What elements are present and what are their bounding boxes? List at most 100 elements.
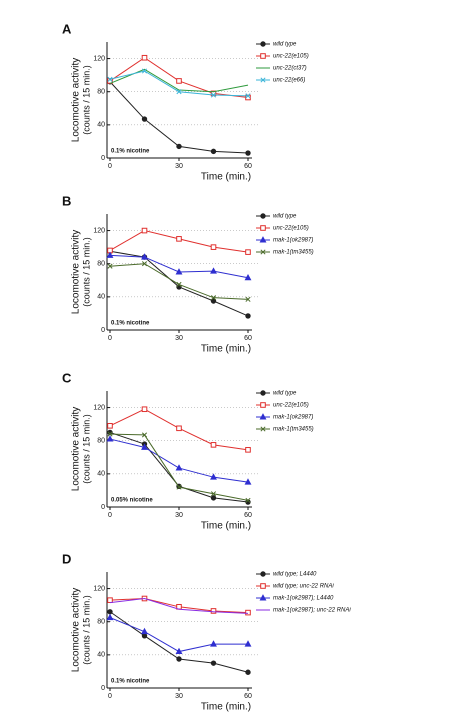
marker [210, 298, 217, 304]
marker [107, 609, 113, 615]
legend-marker [260, 225, 266, 231]
y-tick-label: 40 [97, 294, 105, 301]
x-tick-label: 30 [175, 163, 183, 170]
legend-marker [260, 402, 266, 408]
x-axis-label: Time (min.) [201, 172, 251, 183]
marker [141, 633, 148, 639]
legend-marker [259, 594, 267, 601]
marker [107, 76, 113, 82]
series-line [109, 598, 249, 614]
marker [244, 640, 252, 647]
x-tick-label: 30 [175, 335, 183, 342]
y-tick-label: 40 [97, 652, 105, 659]
panel-label: D [62, 551, 71, 566]
panel-label: A [62, 21, 72, 36]
marker [141, 627, 148, 635]
marker [141, 54, 148, 61]
legend-label: mak-1(tm3455) [273, 427, 314, 433]
marker [245, 497, 251, 503]
legend-label: unc-22(ct37) [273, 66, 307, 72]
marker [210, 495, 217, 501]
marker [176, 143, 182, 150]
marker [210, 660, 217, 666]
marker [107, 263, 113, 269]
marker [245, 93, 251, 99]
x-tick-label: 30 [175, 512, 183, 519]
marker [244, 273, 252, 281]
legend-label: wild type; L4440 [273, 572, 317, 578]
legend-label: mak-1(ok2987) [273, 238, 313, 244]
marker [141, 253, 148, 260]
y-tick-label: 80 [97, 438, 105, 445]
marker [141, 443, 148, 450]
y-tick-label: 40 [97, 122, 105, 129]
x-tick-label: 60 [244, 512, 252, 519]
marker [176, 656, 182, 662]
marker [210, 608, 217, 614]
marker [141, 227, 148, 234]
marker [175, 464, 183, 471]
series-line [109, 611, 249, 673]
y-axis-label: (counts / 15 min.) [81, 237, 91, 307]
marker [141, 432, 148, 438]
marker [210, 267, 217, 274]
marker [176, 484, 182, 490]
legend-label: unc-22(e105) [273, 226, 309, 232]
legend-marker [260, 390, 266, 396]
legend-label: mak-1(ok2987) [273, 415, 313, 421]
legend-label: wild type; unc-22 RNAi [273, 584, 334, 590]
marker [210, 295, 217, 301]
y-tick-label: 0 [101, 685, 105, 692]
y-tick-label: 0 [101, 504, 105, 511]
series-line [109, 81, 249, 154]
marker [210, 148, 217, 155]
annotation: 0.1% nicotine [111, 321, 150, 327]
marker [106, 613, 114, 621]
y-axis-label: (counts / 15 min.) [81, 414, 91, 484]
y-axis-label: (counts / 15 min.) [81, 595, 91, 665]
marker [210, 244, 217, 250]
legend-marker [260, 77, 266, 83]
marker [141, 261, 148, 267]
legend-marker [260, 53, 266, 59]
marker [245, 249, 251, 255]
legend-marker [259, 236, 267, 243]
legend-marker [260, 41, 266, 47]
marker [107, 423, 113, 429]
legend-marker [259, 413, 267, 420]
legend-label: mak-1(tm3455) [273, 250, 314, 256]
marker [176, 425, 182, 432]
series-line [109, 617, 248, 653]
marker [107, 431, 113, 437]
legend-label: mak-1(ok2987); unc-22 RNAi [273, 608, 351, 614]
marker [245, 609, 251, 616]
marker [245, 296, 251, 302]
x-axis-label: Time (min.) [201, 521, 251, 532]
marker [175, 268, 183, 275]
legend-label: wild type [273, 214, 297, 220]
y-tick-label: 40 [97, 471, 105, 478]
y-tick-label: 80 [97, 261, 105, 268]
y-tick-label: 0 [101, 327, 105, 334]
marker [245, 150, 251, 156]
x-tick-label: 0 [108, 512, 112, 519]
y-tick-label: 80 [97, 619, 105, 626]
y-axis-label: Locomotive activity [71, 58, 82, 142]
series-line [109, 438, 249, 483]
x-axis-label: Time (min.) [201, 702, 251, 713]
marker [244, 478, 252, 485]
marker [245, 669, 251, 675]
panel-label: B [62, 193, 71, 208]
x-tick-label: 30 [175, 693, 183, 700]
legend-marker [260, 571, 266, 577]
y-tick-label: 120 [93, 404, 105, 411]
marker [175, 647, 183, 655]
marker [210, 92, 217, 98]
marker [210, 473, 217, 480]
y-axis-label: Locomotive activity [71, 588, 82, 672]
y-tick-label: 80 [97, 89, 105, 96]
panel-label: C [62, 370, 72, 385]
annotation: 0.1% nicotine [111, 679, 150, 685]
marker [106, 251, 114, 258]
